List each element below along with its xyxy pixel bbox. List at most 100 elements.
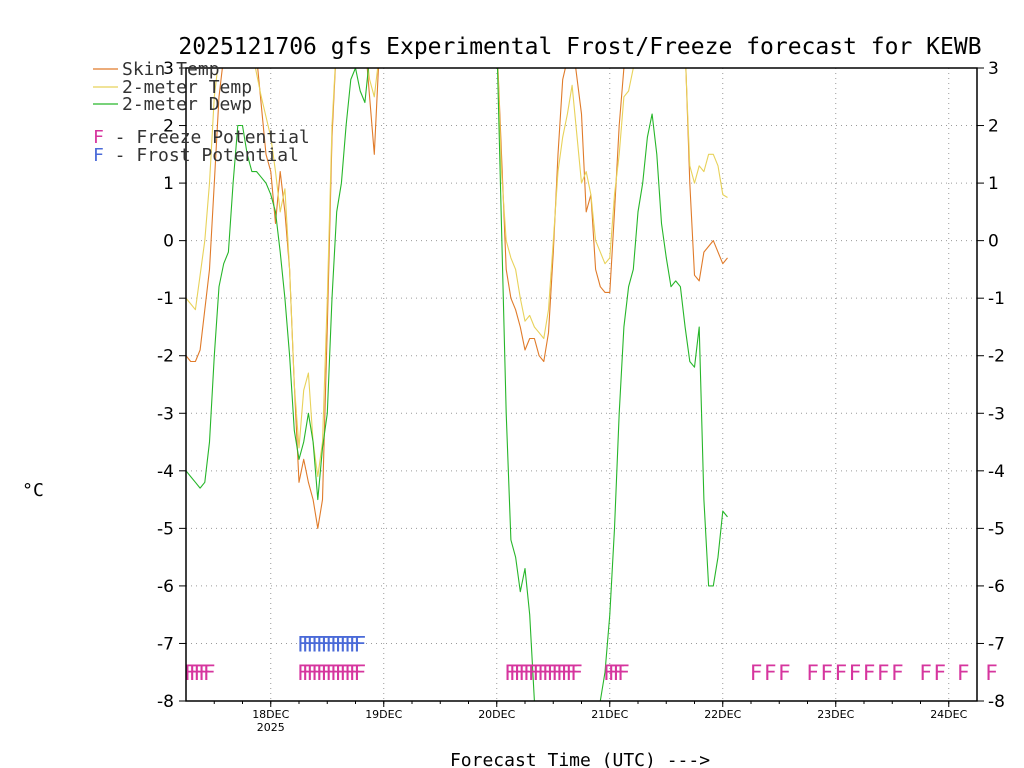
- marker-freeze-potential: F: [547, 661, 560, 685]
- y-tick-label-left: 3: [163, 59, 174, 79]
- marker-freeze-potential: F: [344, 661, 357, 685]
- y-tick-label-right: 3: [988, 59, 999, 79]
- legend-label-skin: Skin Temp: [122, 59, 220, 80]
- marker-freeze-extended: F: [834, 661, 847, 685]
- marker-freeze-potential: F: [532, 661, 545, 685]
- legend-freeze: F - Freeze Potential: [93, 127, 310, 148]
- y-tick-label-right: -3: [988, 404, 1005, 424]
- series-line-skin-temp: [186, 68, 728, 529]
- y-tick-label-left: -8: [157, 692, 174, 712]
- marker-freeze-potential: F: [608, 661, 621, 685]
- y-tick-label-left: 1: [163, 174, 174, 194]
- legend-label-dewp: 2-meter Dewp: [122, 94, 252, 115]
- marker-frost-potential: F: [344, 632, 357, 656]
- marker-frost-potential: F: [302, 632, 315, 656]
- marker-frost-potential: F: [335, 632, 348, 656]
- marker-freeze-extended: F: [877, 661, 890, 685]
- y-tick-label-left: 2: [163, 117, 174, 137]
- marker-freeze-potential: F: [551, 661, 564, 685]
- y-tick-label-right: -8: [988, 692, 1005, 712]
- marker-freeze-potential: F: [349, 661, 362, 685]
- marker-freeze-extended: F: [863, 661, 876, 685]
- legend-frost-letter: F: [93, 145, 104, 166]
- marker-freeze-extended: F: [919, 661, 932, 685]
- marker-freeze-potential: F: [542, 661, 555, 685]
- legend-freeze-text: - Freeze Potential: [104, 127, 310, 148]
- y-tick-label-left: 0: [163, 232, 174, 252]
- marker-freeze-potential: F: [189, 661, 202, 685]
- x-tick-label: 20DEC: [478, 708, 515, 721]
- marker-frost-potential: F: [330, 632, 343, 656]
- marker-freeze-extended: F: [957, 661, 970, 685]
- marker-freeze-potential: F: [565, 661, 578, 685]
- marker-frost-potential: F: [297, 632, 310, 656]
- marker-freeze-potential: F: [561, 661, 574, 685]
- y-tick-label-right: 2: [988, 117, 999, 137]
- y-tick-label-right: -6: [988, 577, 1005, 597]
- series-group: [186, 68, 728, 701]
- marker-freeze-potential: F: [528, 661, 541, 685]
- marker-freeze-extended: F: [806, 661, 819, 685]
- marker-freeze-potential: F: [193, 661, 206, 685]
- marker-freeze-potential: F: [518, 661, 531, 685]
- marker-freeze-extended: F: [891, 661, 904, 685]
- plot-frame: [185, 67, 978, 702]
- y-tick-label-right: -4: [988, 462, 1005, 482]
- marker-frost-potential: F: [325, 632, 338, 656]
- legend-frost: F - Frost Potential: [93, 145, 299, 166]
- x-tick-label: 22DEC: [704, 708, 741, 721]
- marker-freeze-potential: F: [321, 661, 334, 685]
- marker-freeze-potential: F: [339, 661, 352, 685]
- marker-freeze-potential: F: [184, 661, 197, 685]
- marker-freeze-potential: F: [306, 661, 319, 685]
- marker-freeze-potential: F: [523, 661, 536, 685]
- x-tick-sublabel: 2025: [257, 721, 285, 734]
- marker-freeze-potential: F: [514, 661, 527, 685]
- x-axis-label: Forecast Time (UTC) --->: [450, 750, 710, 768]
- marker-frost-potential: F: [316, 632, 329, 656]
- x-tick-label: 23DEC: [817, 708, 854, 721]
- marker-freeze-potential: F: [335, 661, 348, 685]
- legend-label-t2m: 2-meter Temp: [122, 77, 252, 98]
- marker-freeze-potential: F: [297, 661, 310, 685]
- marker-freeze-extended: F: [750, 661, 763, 685]
- legend-freeze-letter: F: [93, 127, 104, 148]
- marker-freeze-potential: F: [603, 661, 616, 685]
- x-tick-label: 18DEC: [252, 708, 289, 721]
- y-tick-label-left: -4: [157, 462, 174, 482]
- marker-freeze-potential: F: [617, 661, 630, 685]
- y-tick-label-right: -1: [988, 289, 1005, 309]
- y-tick-label-right: 0: [988, 232, 999, 252]
- marker-freeze-potential: F: [203, 661, 216, 685]
- marker-freeze-potential: F: [570, 661, 583, 685]
- marker-freeze-potential: F: [302, 661, 315, 685]
- marker-frost-potential: F: [349, 632, 362, 656]
- y-tick-label-left: -7: [157, 634, 174, 654]
- grid-lines: [186, 68, 977, 701]
- y-tick-label-right: -5: [988, 519, 1005, 539]
- y-tick-label-right: -7: [988, 634, 1005, 654]
- marker-freeze-extended: F: [985, 661, 998, 685]
- marker-freeze-extended: F: [764, 661, 777, 685]
- marker-freeze-potential: F: [198, 661, 211, 685]
- marker-freeze-potential: F: [325, 661, 338, 685]
- y-tick-label-left: -6: [157, 577, 174, 597]
- y-tick-label-left: -2: [157, 347, 174, 367]
- marker-freeze-potential: F: [556, 661, 569, 685]
- series-line-2-meter-temp: [186, 68, 728, 478]
- marker-freeze-potential: F: [330, 661, 343, 685]
- x-tick-label: 19DEC: [365, 708, 402, 721]
- y-tick-label-right: -2: [988, 347, 1005, 367]
- marker-freeze-potential: F: [504, 661, 517, 685]
- legend-frost-text: - Frost Potential: [104, 145, 299, 166]
- marker-freeze-potential: F: [612, 661, 625, 685]
- chart-title: 2025121706 gfs Experimental Frost/Freeze…: [178, 34, 981, 60]
- y-tick-label-left: -1: [157, 289, 174, 309]
- x-tick-label: 24DEC: [930, 708, 967, 721]
- marker-freeze-extended: F: [933, 661, 946, 685]
- marker-frost-potential: F: [306, 632, 319, 656]
- marker-frost-potential: F: [339, 632, 352, 656]
- marker-freeze-potential: F: [311, 661, 324, 685]
